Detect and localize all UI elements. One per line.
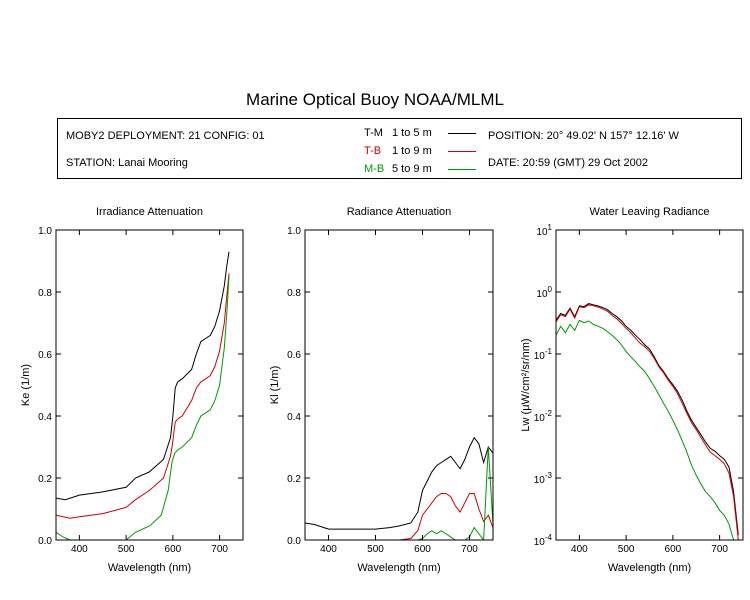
legend-range: 1 to 5 m <box>392 127 432 139</box>
y-tick-label: 0.8 <box>38 288 52 299</box>
chart-panel-1: Irradiance Attenuation 400 500 600 700 0.0 0.2… <box>20 206 244 574</box>
y-tick-label: 1.0 <box>38 226 52 237</box>
series-line-t-b <box>305 493 493 540</box>
y-tick-label: 0.6 <box>38 350 52 361</box>
y-tick-label: 0.4 <box>38 412 52 423</box>
info-box: MOBY2 DEPLOYMENT: 21 CONFIG: 01 STATION:… <box>57 118 742 179</box>
legend-range: 1 to 9 m <box>392 145 432 157</box>
y-tick-label: 100 <box>536 285 552 300</box>
date-text: DATE: 20:59 (GMT) 29 Oct 2002 <box>488 157 648 169</box>
x-axis-label: Wavelength (nm) <box>357 562 440 574</box>
legend-range: 5 to 9 m <box>392 163 432 175</box>
y-tick-label: 0.0 <box>38 536 52 547</box>
legend-swatch <box>448 133 476 134</box>
x-axis-label: Wavelength (nm) <box>608 562 691 574</box>
chart-panel-2: Radiance Attenuation 400 500 600 700 0.0 0.2 0.… <box>269 206 494 574</box>
plot-frame <box>555 229 744 541</box>
x-tick-label: 600 <box>665 544 682 555</box>
y-axis-label: Kl (1/m) <box>269 366 281 405</box>
y-tick-label: 0.8 <box>287 288 301 299</box>
x-tick-label: 500 <box>118 544 135 555</box>
y-axis-label: Lw (μW/cm²/sr/nm) <box>520 338 532 431</box>
x-tick-label: 400 <box>571 544 588 555</box>
x-tick-label: 700 <box>461 544 478 555</box>
series-line-t-b <box>556 304 739 540</box>
chart-title: Radiance Attenuation <box>347 206 452 218</box>
x-tick-label: 500 <box>367 544 384 555</box>
series-line-t-m <box>56 251 230 501</box>
x-tick-label: 400 <box>71 544 88 555</box>
legend-code: T-B <box>364 145 382 157</box>
x-tick-label: 700 <box>211 544 228 555</box>
y-axis-label: Ke (1/m) <box>20 364 32 406</box>
legend-code: T-M <box>364 127 383 139</box>
y-tick-label: 10-4 <box>534 533 553 548</box>
series-line-t-m <box>556 303 739 536</box>
series-line-t-b <box>56 273 230 519</box>
x-tick-label: 400 <box>320 544 337 555</box>
legend-swatch <box>448 151 476 152</box>
y-tick-label: 1.0 <box>287 226 301 237</box>
y-tick-label: 10-3 <box>534 471 553 486</box>
y-tick-label: 101 <box>536 223 552 238</box>
y-tick-label: 10-2 <box>534 409 553 424</box>
chart-title: Water Leaving Radiance <box>589 206 709 218</box>
legend-swatch <box>448 169 476 170</box>
legend-code: M-B <box>364 163 385 175</box>
chart-panel-3: Water Leaving Radiance 400 500 600 700 101 100… <box>520 206 744 574</box>
position-text: POSITION: 20° 49.02' N 157° 12.16' W <box>488 130 679 142</box>
series-line-m-b <box>56 276 230 540</box>
x-tick-label: 700 <box>711 544 728 555</box>
deployment-text: MOBY2 DEPLOYMENT: 21 CONFIG: 01 <box>66 130 265 142</box>
y-tick-label: 0.2 <box>287 474 301 485</box>
x-tick-label: 600 <box>165 544 182 555</box>
y-tick-label: 0.0 <box>287 536 301 547</box>
station-text: STATION: Lanai Mooring <box>66 157 188 169</box>
series-line-m-b <box>556 319 736 540</box>
y-tick-label: 0.6 <box>287 350 301 361</box>
chart-title: Irradiance Attenuation <box>96 206 203 218</box>
x-axis-label: Wavelength (nm) <box>108 562 191 574</box>
y-tick-label: 0.2 <box>38 474 52 485</box>
plot-frame <box>304 229 494 541</box>
plot-frame <box>55 229 244 541</box>
page-title: Marine Optical Buoy NOAA/MLML <box>246 90 504 109</box>
y-tick-label: 0.4 <box>287 412 301 423</box>
x-tick-label: 600 <box>414 544 431 555</box>
series-line-t-m <box>305 436 493 530</box>
series-line-m-b <box>305 446 493 540</box>
y-tick-label: 10-1 <box>534 347 553 362</box>
x-tick-label: 500 <box>618 544 635 555</box>
